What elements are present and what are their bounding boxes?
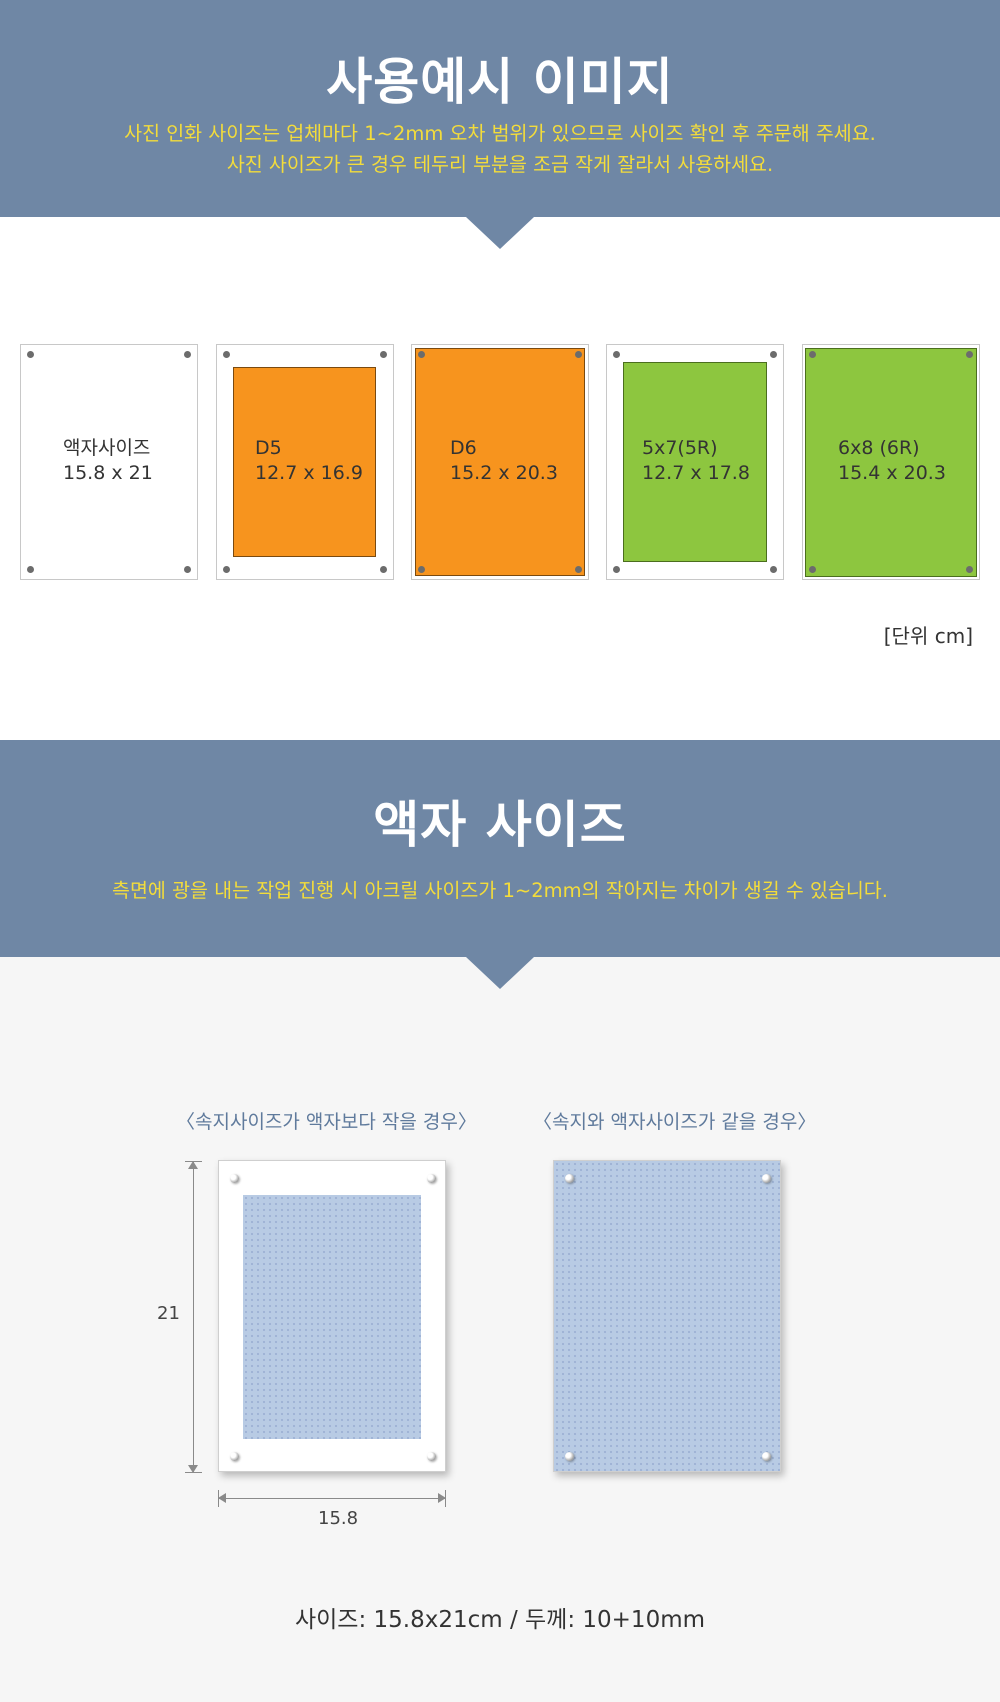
screw-dot [770, 566, 777, 573]
down-pointer-icon [466, 217, 534, 249]
arrow-up-icon [188, 1161, 198, 1169]
acrylic-frame-same-insert [553, 1160, 781, 1472]
screw-dot [184, 351, 191, 358]
bolt-icon [762, 1452, 771, 1461]
bolt-icon [565, 1452, 574, 1461]
usage-example-title: 사용예시 이미지 [326, 53, 674, 111]
screw-dot [613, 566, 620, 573]
screw-dot [575, 566, 582, 573]
photo-print-6r [805, 348, 977, 577]
frame-size-subtitle: 측면에 광을 내는 작업 진행 시 아크릴 사이즈가 1~2mm의 작아지는 차… [112, 879, 888, 902]
size-dimensions: 12.7 x 17.8 [642, 462, 750, 484]
size-dimensions: 15.8 x 21 [63, 462, 153, 484]
acrylic-frame-smaller-insert [218, 1160, 446, 1472]
screw-dot [770, 351, 777, 358]
screw-dot [380, 351, 387, 358]
size-name: D6 [450, 437, 477, 459]
size-dimensions: 12.7 x 16.9 [255, 462, 363, 484]
bolt-icon [565, 1174, 574, 1183]
caption-same-insert: 〈속지와 액자사이즈가 같을 경우〉 [533, 1111, 817, 1133]
frame-size-banner: 액자 사이즈 측면에 광을 내는 작업 진행 시 아크릴 사이즈가 1~2mm의… [0, 740, 1000, 957]
screw-dot [575, 351, 582, 358]
size-card-label: 5x7(5R) 12.7 x 17.8 [642, 436, 750, 486]
arrow-down-icon [188, 1465, 198, 1473]
screw-dot [809, 351, 816, 358]
size-card-label: 액자사이즈 15.8 x 21 [63, 436, 153, 486]
usage-example-subtitle: 사진 인화 사이즈는 업체마다 1~2mm 오차 범위가 있으므로 사이즈 확인… [0, 118, 1000, 180]
screw-dot [27, 566, 34, 573]
width-dimension-line [218, 1490, 446, 1507]
size-card-6r: 6x8 (6R) 15.4 x 20.3 [802, 344, 980, 580]
size-name: 6x8 (6R) [838, 437, 920, 459]
screw-dot [418, 351, 425, 358]
frame-size-diagram-area [0, 957, 1000, 1702]
size-name: D5 [255, 437, 282, 459]
width-label: 15.8 [318, 1508, 359, 1529]
screw-dot [966, 351, 973, 358]
screw-dot [184, 566, 191, 573]
arrow-left-icon [218, 1493, 226, 1503]
caption-smaller-insert: 〈속지사이즈가 액자보다 작을 경우〉 [176, 1111, 477, 1133]
size-dimensions: 15.4 x 20.3 [838, 462, 946, 484]
insert-paper [243, 1195, 421, 1439]
bolt-icon [762, 1174, 771, 1183]
subtitle-line-2: 사진 사이즈가 큰 경우 테두리 부분을 조금 작게 잘라서 사용하세요. [226, 153, 774, 176]
photo-print-d5 [233, 367, 376, 557]
size-card-label: D6 15.2 x 20.3 [450, 436, 558, 486]
size-dimensions: 15.2 x 20.3 [450, 462, 558, 484]
subtitle-line-1: 사진 인화 사이즈는 업체마다 1~2mm 오차 범위가 있으므로 사이즈 확인… [124, 122, 876, 145]
screw-dot [380, 566, 387, 573]
size-name: 액자사이즈 [63, 437, 151, 459]
height-dimension-line [185, 1161, 202, 1473]
height-label: 21 [157, 1303, 180, 1324]
screw-dot [223, 351, 230, 358]
down-pointer-icon [466, 957, 534, 989]
bolt-icon [427, 1174, 436, 1183]
size-card-d6: D6 15.2 x 20.3 [411, 344, 589, 580]
frame-size-title: 액자 사이즈 [373, 796, 627, 854]
bolt-icon [427, 1452, 436, 1461]
screw-dot [27, 351, 34, 358]
size-card-5r: 5x7(5R) 12.7 x 17.8 [606, 344, 784, 580]
size-card-frame: 액자사이즈 15.8 x 21 [20, 344, 198, 580]
screw-dot [966, 566, 973, 573]
spec-summary: 사이즈: 15.8x21cm / 두께: 10+10mm [294, 1607, 706, 1633]
photo-print-d6 [415, 348, 585, 576]
photo-print-5r [623, 362, 767, 562]
bolt-icon [230, 1174, 239, 1183]
usage-example-banner: 사용예시 이미지 사진 인화 사이즈는 업체마다 1~2mm 오차 범위가 있으… [0, 0, 1000, 217]
screw-dot [223, 566, 230, 573]
size-card-d5: D5 12.7 x 16.9 [216, 344, 394, 580]
size-card-label: D5 12.7 x 16.9 [255, 436, 363, 486]
size-name: 5x7(5R) [642, 437, 718, 459]
arrow-right-icon [438, 1493, 446, 1503]
screw-dot [418, 566, 425, 573]
size-card-label: 6x8 (6R) 15.4 x 20.3 [838, 436, 946, 486]
unit-label: [단위 cm] [883, 624, 973, 648]
bolt-icon [230, 1452, 239, 1461]
screw-dot [613, 351, 620, 358]
screw-dot [809, 566, 816, 573]
